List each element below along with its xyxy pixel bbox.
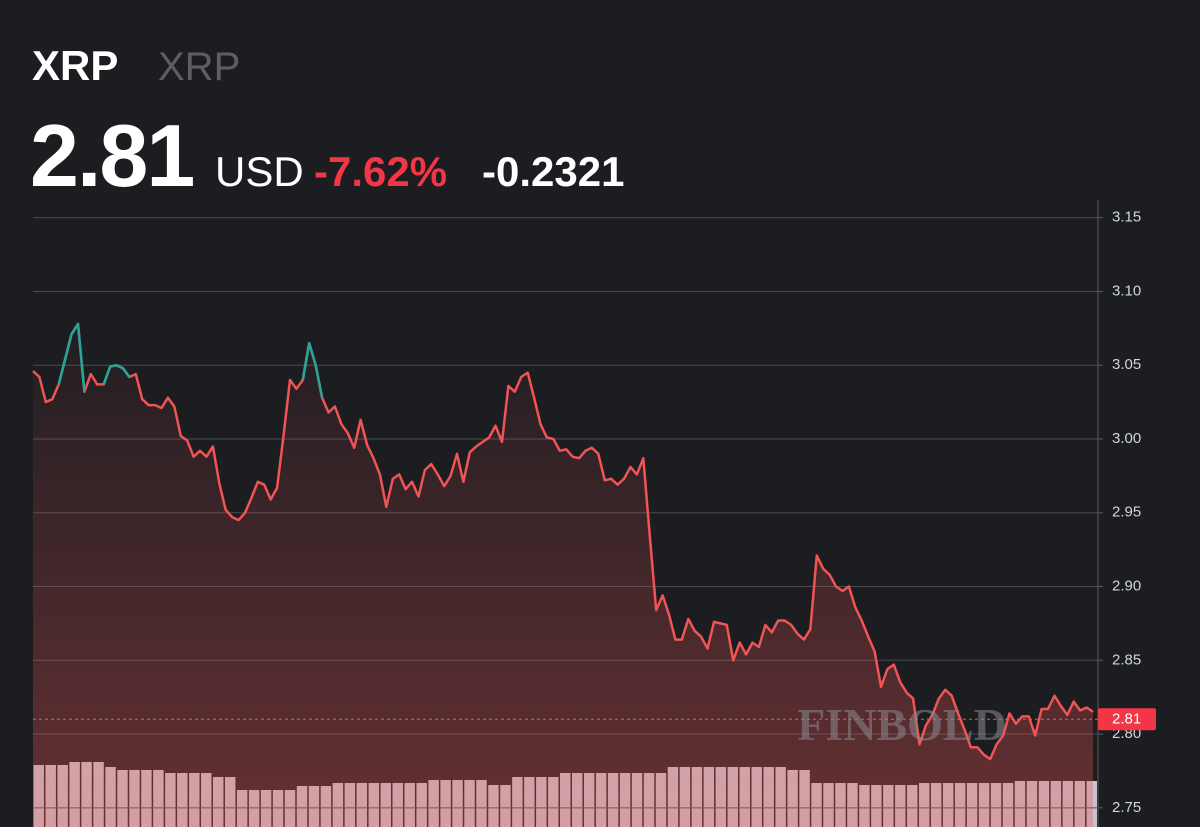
y-tick-label: 3.15: [1112, 209, 1141, 226]
last-price-tag: [1098, 708, 1156, 731]
change-percent: -7.62%: [314, 148, 447, 195]
price-line: [32, 322, 1094, 761]
area-fill: [33, 323, 1093, 827]
y-tick-label: 3.10: [1112, 282, 1141, 299]
y-tick-label: 2.90: [1112, 577, 1141, 594]
asset-name: XRP: [158, 45, 240, 89]
last-price-label: 2.81: [1112, 710, 1141, 727]
y-tick-label: 2.75: [1112, 799, 1141, 816]
watermark: FINBOLD: [797, 699, 1007, 750]
plot-area: 3.153.103.053.002.952.902.852.802.752.81: [32, 200, 1156, 827]
price-line-up: [57, 322, 86, 392]
price-line-up: [301, 341, 324, 398]
y-tick-label: 2.95: [1112, 504, 1141, 521]
price-line-up: [102, 363, 131, 385]
y-tick-label: 3.00: [1112, 430, 1141, 447]
y-tick-label: 3.05: [1112, 356, 1141, 373]
symbol: XRP: [32, 42, 118, 89]
change: -0.2321: [482, 148, 624, 195]
y-tick-label: 2.85: [1112, 651, 1141, 668]
price: 2.81: [30, 106, 193, 205]
currency: USD: [215, 148, 304, 195]
